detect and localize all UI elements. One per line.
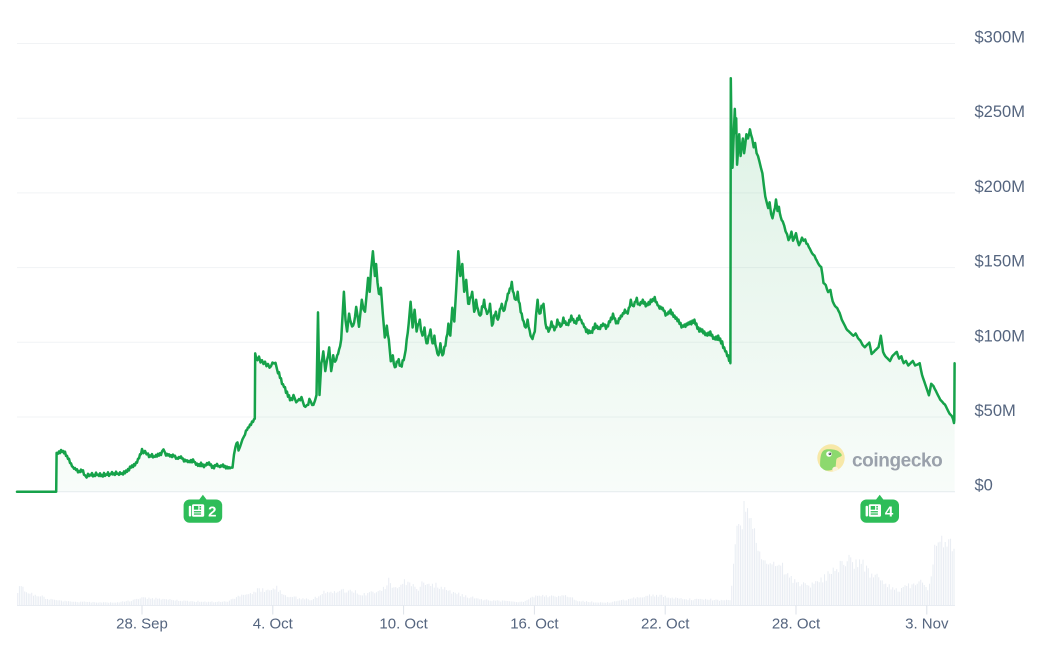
svg-text:$200M: $200M [975,178,1025,196]
svg-text:28. Oct: 28. Oct [772,615,821,632]
svg-text:10. Oct: 10. Oct [379,615,428,632]
svg-text:$0: $0 [975,477,993,495]
svg-text:$50M: $50M [975,402,1016,420]
svg-text:$300M: $300M [975,29,1025,47]
svg-text:28. Sep: 28. Sep [116,615,168,632]
svg-text:$100M: $100M [975,327,1025,345]
svg-text:4. Oct: 4. Oct [253,615,294,632]
svg-text:coingecko: coingecko [852,451,942,472]
svg-text:4: 4 [885,504,894,521]
svg-text:22. Oct: 22. Oct [641,615,690,632]
svg-text:2: 2 [208,504,216,521]
svg-text:$150M: $150M [975,253,1025,271]
svg-text:16. Oct: 16. Oct [510,615,559,632]
svg-text:$250M: $250M [975,103,1025,121]
svg-text:3. Nov: 3. Nov [905,615,949,632]
